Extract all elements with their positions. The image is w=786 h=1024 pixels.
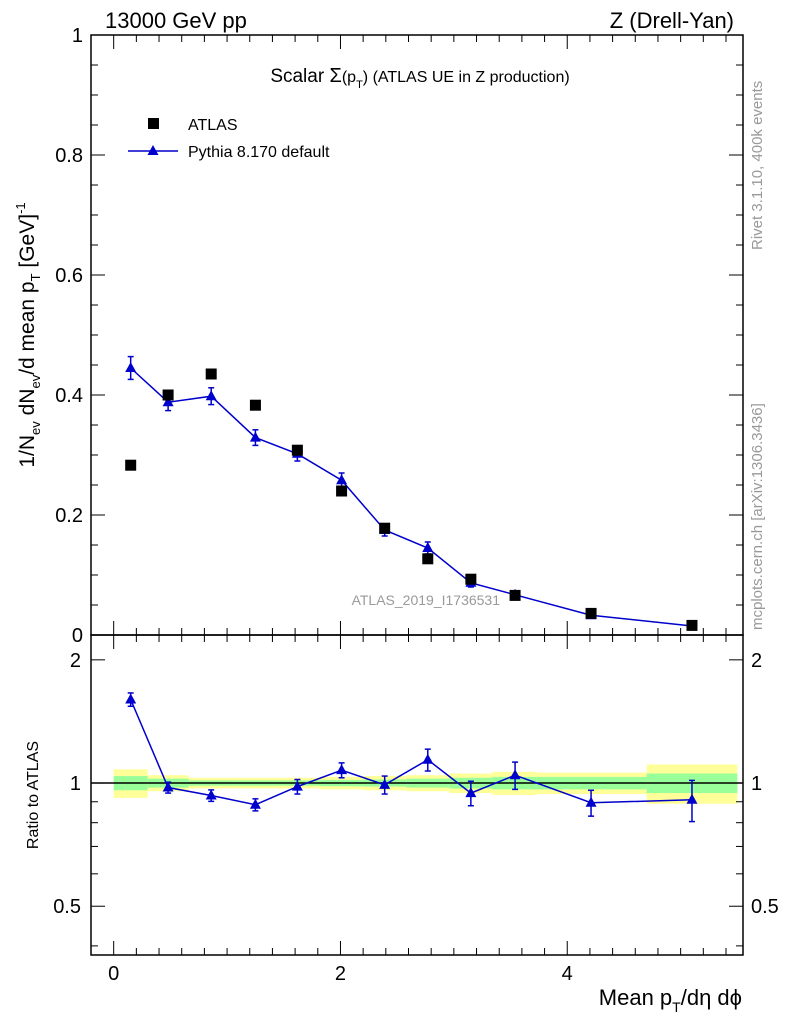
xlabel-a: Mean p bbox=[599, 985, 672, 1010]
ylabel-a: 1/N bbox=[16, 435, 39, 468]
x-tick-labels: 0 2 4 bbox=[108, 963, 573, 985]
ylabel-a-sub: ev bbox=[28, 421, 43, 435]
mc-line bbox=[130, 367, 693, 627]
data-point bbox=[465, 573, 477, 585]
ratio-mc-series bbox=[125, 692, 698, 823]
mc-point bbox=[336, 474, 348, 485]
ratio-y-tick-label: 2 bbox=[70, 650, 81, 672]
main-ticks bbox=[91, 34, 743, 636]
mc-point bbox=[205, 390, 217, 401]
data-point bbox=[205, 368, 217, 380]
ratio-ticks bbox=[91, 635, 743, 955]
main-panel: 0 0.2 0.4 0.6 0.8 1 ATLAS_2019_I1736531 Scala… bbox=[55, 25, 744, 647]
xlabel-b: /dη dϕ bbox=[681, 985, 742, 1010]
legend-data-marker bbox=[148, 118, 159, 129]
mc-point bbox=[125, 362, 137, 372]
x-tick-label: 2 bbox=[335, 963, 346, 985]
data-point bbox=[249, 399, 261, 411]
mc-point bbox=[162, 396, 174, 407]
ratio-mc-point bbox=[291, 780, 303, 791]
ylabel-b: dN bbox=[16, 389, 39, 422]
ratio-mc-point bbox=[509, 769, 521, 780]
header-right: Z (Drell-Yan) bbox=[610, 8, 734, 33]
mc-point bbox=[422, 542, 434, 552]
ratio-mc-point bbox=[125, 693, 137, 704]
ylabel-c: /d mean p bbox=[16, 281, 39, 374]
ylabel-d: [GeV] bbox=[16, 214, 39, 274]
ratio-mc-point bbox=[422, 753, 434, 764]
data-series bbox=[125, 368, 698, 631]
title-sigma: Σ bbox=[329, 65, 341, 87]
ratio-panel: 0.5 0.5 1 1 2 2 0 2 4 bbox=[53, 634, 779, 985]
ratio-mc-point bbox=[162, 781, 174, 792]
legend: ATLAS Pythia 8.170 default bbox=[128, 117, 330, 161]
title-prefix: Scalar bbox=[270, 66, 329, 87]
ylabel-c-sub: T bbox=[28, 273, 43, 281]
data-point bbox=[585, 607, 597, 619]
title-open: (p bbox=[342, 69, 356, 86]
ratio-y-tick-label-right: 0.5 bbox=[751, 896, 779, 918]
mcplots-label: mcplots.cern.ch [arXiv:1306.3436] bbox=[749, 403, 766, 630]
title-sub: T bbox=[356, 79, 363, 91]
ratio-y-tick-label-right: 1 bbox=[751, 773, 762, 795]
ylabel-d-sup: -1 bbox=[13, 202, 28, 214]
ratio-mc-point bbox=[336, 764, 348, 775]
x-tick-label: 4 bbox=[562, 963, 573, 985]
data-point bbox=[291, 444, 303, 456]
xlabel-a-sub: T bbox=[672, 999, 681, 1015]
x-tick-label: 0 bbox=[108, 963, 119, 985]
data-point bbox=[336, 485, 348, 497]
main-y-tick-labels: 0 0.2 0.4 0.6 0.8 1 bbox=[55, 25, 83, 647]
ratio-mc-point bbox=[249, 798, 261, 809]
rivet-label: Rivet 3.1.10, 400k events bbox=[749, 81, 766, 250]
ratio-mc-point bbox=[465, 787, 477, 798]
ratio-mc-point bbox=[585, 796, 597, 807]
mc-point bbox=[249, 431, 261, 442]
legend-mc-marker bbox=[147, 145, 159, 155]
top-y-axis-label: 1/Nev dNev/d mean pT [GeV]-1 bbox=[13, 202, 43, 467]
data-point bbox=[379, 522, 391, 534]
ratio-mc-line bbox=[129, 699, 692, 806]
data-point bbox=[686, 619, 698, 631]
ratio-y-tick-label: 1 bbox=[70, 773, 81, 795]
main-y-tick-label: 0.6 bbox=[55, 265, 83, 287]
ratio-frame bbox=[90, 634, 744, 956]
legend-mc-label: Pythia 8.170 default bbox=[188, 144, 330, 161]
data-point bbox=[162, 389, 174, 401]
ratio-y-axis-label: Ratio to ATLAS bbox=[25, 741, 42, 849]
header-left: 13000 GeV pp bbox=[105, 8, 247, 33]
data-point bbox=[125, 459, 137, 471]
ratio-y-tick-label-right: 2 bbox=[751, 650, 762, 672]
main-y-tick-label: 0.2 bbox=[55, 505, 83, 527]
analysis-watermark: ATLAS_2019_I1736531 bbox=[352, 592, 501, 608]
legend-data-label: ATLAS bbox=[188, 117, 238, 134]
x-axis-label: Mean pT/dη dϕ bbox=[599, 985, 742, 1015]
mc-series bbox=[125, 355, 698, 630]
ratio-mc-point bbox=[686, 793, 698, 804]
data-point bbox=[509, 589, 521, 601]
data-point bbox=[422, 553, 434, 565]
main-y-tick-label: 0 bbox=[72, 625, 83, 647]
title-suffix: (ATLAS UE in Z production) bbox=[368, 69, 570, 86]
main-y-tick-label: 1 bbox=[72, 25, 83, 47]
ratio-mc-point bbox=[379, 778, 391, 789]
ylabel-b-sub: ev bbox=[28, 374, 43, 388]
ratio-mc-point bbox=[205, 789, 217, 800]
ratio-y-tick-labels: 0.5 0.5 1 1 2 2 bbox=[53, 650, 779, 918]
main-y-tick-label: 0.8 bbox=[55, 145, 83, 167]
plot-title: Scalar Σ(pT) (ATLAS UE in Z production) bbox=[270, 65, 569, 91]
title-close: ) bbox=[363, 69, 368, 86]
main-y-tick-label: 0.4 bbox=[55, 385, 83, 407]
ratio-y-tick-label: 0.5 bbox=[53, 896, 81, 918]
